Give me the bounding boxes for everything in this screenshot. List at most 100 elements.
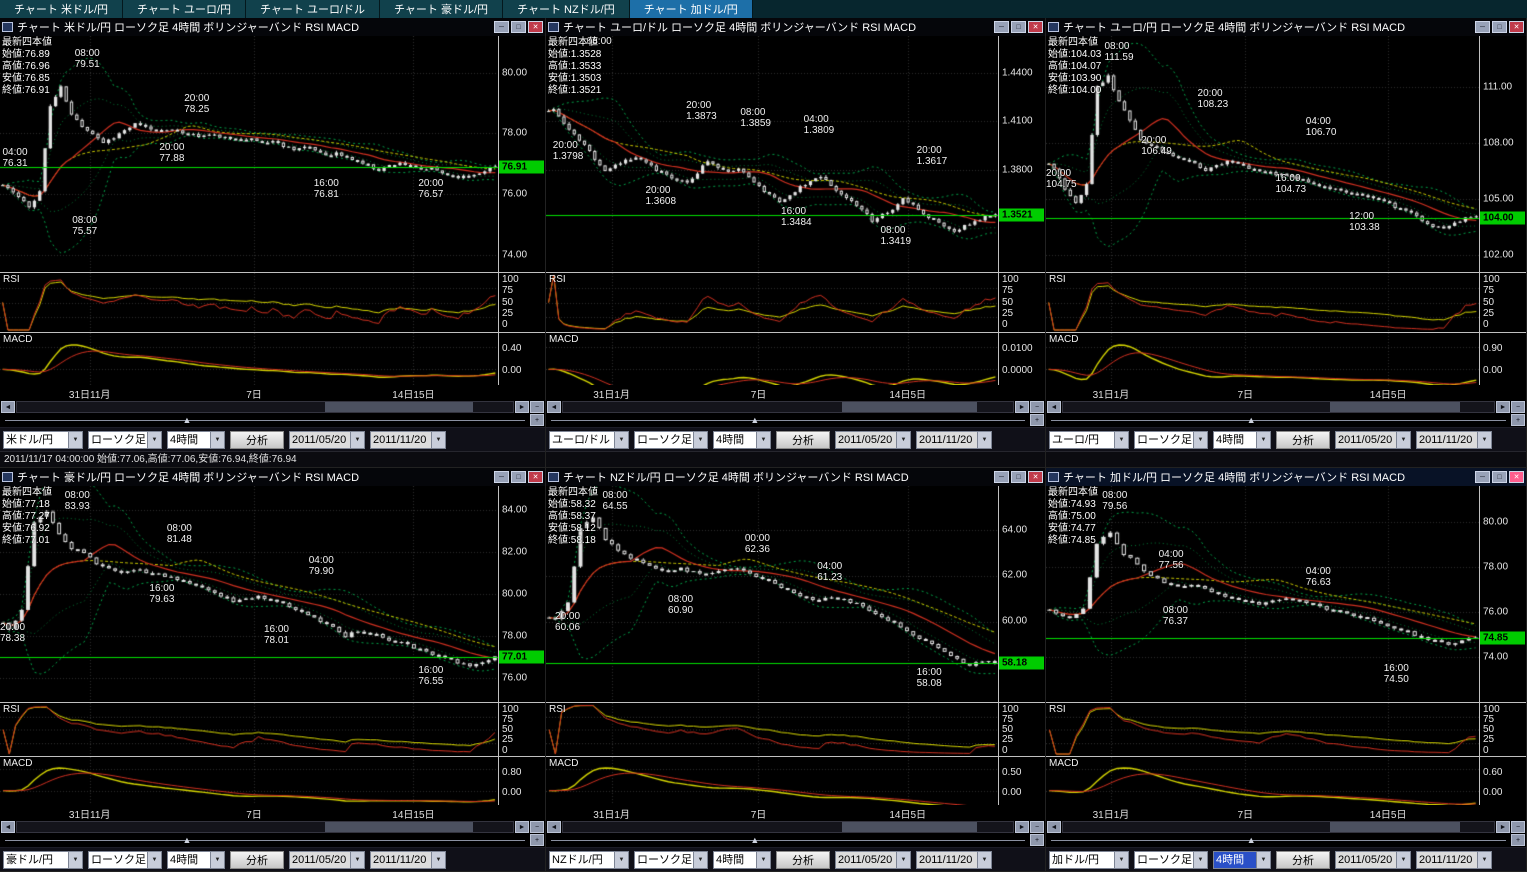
scrollbar-thumb[interactable]	[1330, 822, 1460, 832]
chart-type-select[interactable]: ローソク足 ▼	[88, 850, 162, 869]
zoom-in-button[interactable]: +	[1030, 834, 1044, 846]
rsi-chart[interactable]: RSI	[0, 272, 498, 333]
maximize-button[interactable]: □	[1492, 21, 1507, 33]
zoom-in-button[interactable]: +	[530, 414, 544, 426]
scrollbar-thumb[interactable]	[842, 402, 977, 412]
zoom-slider-thumb[interactable]: ▲	[1246, 415, 1256, 425]
minimize-button[interactable]: ─	[1475, 21, 1490, 33]
currency-pair-select[interactable]: ユーロ/ドル ▼	[549, 430, 629, 449]
currency-pair-select[interactable]: 豪ドル/円 ▼	[3, 850, 83, 869]
scroll-left-button[interactable]: ◄	[1, 401, 15, 413]
macd-chart[interactable]: MACD	[546, 332, 998, 385]
close-button[interactable]: ✕	[528, 471, 543, 483]
dropdown-arrow-icon[interactable]: ▼	[896, 431, 910, 448]
window-titlebar[interactable]: チャート ユーロ/ドル ローソク足 4時間 ボリンジャーバンド RSI MACD…	[546, 18, 1045, 36]
candlestick-chart[interactable]: 最新四本値 始値:1.3528 高値:1.3533 安値:1.3503 終値:1…	[546, 36, 998, 273]
minimize-button[interactable]: ─	[994, 21, 1009, 33]
dropdown-arrow-icon[interactable]: ▼	[977, 851, 991, 868]
macd-chart[interactable]: MACD	[0, 757, 498, 805]
rsi-canvas[interactable]	[0, 702, 498, 757]
macd-canvas[interactable]	[0, 757, 498, 805]
currency-pair-select[interactable]: NZドル/円 ▼	[549, 850, 629, 869]
candlestick-canvas[interactable]	[546, 36, 998, 272]
dropdown-arrow-icon[interactable]: ▼	[896, 851, 910, 868]
zoom-in-button[interactable]: +	[1030, 414, 1044, 426]
candlestick-canvas[interactable]	[0, 36, 498, 272]
chart-tab-5[interactable]: チャート 加ドル/円	[629, 0, 753, 18]
macd-canvas[interactable]	[1046, 757, 1479, 805]
window-titlebar[interactable]: チャート ユーロ/円 ローソク足 4時間 ボリンジャーバンド RSI MACD …	[1046, 18, 1526, 36]
dropdown-arrow-icon[interactable]: ▼	[693, 851, 707, 868]
scroll-right-button[interactable]: ►	[1496, 401, 1510, 413]
candlestick-canvas[interactable]	[546, 486, 998, 702]
rsi-canvas[interactable]	[0, 272, 498, 332]
scroll-right-button[interactable]: ►	[1015, 401, 1029, 413]
currency-pair-select[interactable]: ユーロ/円 ▼	[1049, 430, 1129, 449]
close-button[interactable]: ✕	[1509, 21, 1524, 33]
maximize-button[interactable]: □	[1011, 471, 1026, 483]
zoom-in-button[interactable]: +	[1511, 834, 1525, 846]
zoom-out-button[interactable]: −	[1030, 401, 1044, 413]
date-from-select[interactable]: 2011/05/20 ▼	[1335, 430, 1411, 449]
timeframe-select[interactable]: 4時間 ▼	[167, 850, 225, 869]
candlestick-chart[interactable]: 最新四本値 始値:58.32 高値:58.37 安値:58.12 終値:58.1…	[546, 486, 998, 703]
scrollbar-track[interactable]	[562, 821, 1014, 833]
candlestick-chart[interactable]: 最新四本値 始値:76.89 高値:76.96 安値:76.85 終値:76.9…	[0, 36, 498, 273]
dropdown-arrow-icon[interactable]: ▼	[1193, 851, 1207, 868]
window-titlebar[interactable]: チャート NZドル/円 ローソク足 4時間 ボリンジャーバンド RSI MACD…	[546, 468, 1045, 486]
close-button[interactable]: ✕	[528, 21, 543, 33]
dropdown-arrow-icon[interactable]: ▼	[350, 431, 364, 448]
scroll-left-button[interactable]: ◄	[547, 401, 561, 413]
analyze-button[interactable]: 分析	[1276, 850, 1330, 869]
zoom-in-button[interactable]: +	[530, 834, 544, 846]
dropdown-arrow-icon[interactable]: ▼	[431, 851, 445, 868]
dropdown-arrow-icon[interactable]: ▼	[147, 851, 161, 868]
macd-chart[interactable]: MACD	[1046, 332, 1479, 385]
dropdown-arrow-icon[interactable]: ▼	[1114, 851, 1128, 868]
scrollbar-track[interactable]	[16, 401, 514, 413]
zoom-out-button[interactable]: −	[1511, 821, 1525, 833]
analyze-button[interactable]: 分析	[776, 430, 830, 449]
zoom-slider-track[interactable]: ▲	[1051, 414, 1506, 426]
scroll-left-button[interactable]: ◄	[1047, 401, 1061, 413]
analyze-button[interactable]: 分析	[230, 430, 284, 449]
close-button[interactable]: ✕	[1028, 21, 1043, 33]
candlestick-chart[interactable]: 最新四本値 始値:74.93 高値:75.00 安値:74.77 終値:74.8…	[1046, 486, 1479, 703]
rsi-chart[interactable]: RSI	[0, 702, 498, 758]
candlestick-canvas[interactable]	[0, 486, 498, 702]
scrollbar-track[interactable]	[16, 821, 514, 833]
maximize-button[interactable]: □	[1011, 21, 1026, 33]
chart-tab-4[interactable]: チャート NZドル/円	[503, 0, 630, 18]
dropdown-arrow-icon[interactable]: ▼	[756, 851, 770, 868]
close-button[interactable]: ✕	[1028, 471, 1043, 483]
rsi-canvas[interactable]	[1046, 702, 1479, 757]
minimize-button[interactable]: ─	[994, 471, 1009, 483]
scroll-right-button[interactable]: ►	[1015, 821, 1029, 833]
scroll-left-button[interactable]: ◄	[547, 821, 561, 833]
candlestick-canvas[interactable]	[1046, 36, 1479, 272]
maximize-button[interactable]: □	[1492, 471, 1507, 483]
zoom-out-button[interactable]: −	[530, 401, 544, 413]
chart-type-select[interactable]: ローソク足 ▼	[634, 430, 708, 449]
timeframe-select[interactable]: 4時間 ▼	[713, 430, 771, 449]
macd-chart[interactable]: MACD	[0, 332, 498, 385]
zoom-slider-track[interactable]: ▲	[1051, 834, 1506, 846]
rsi-canvas[interactable]	[546, 272, 998, 332]
zoom-out-button[interactable]: −	[530, 821, 544, 833]
zoom-out-button[interactable]: −	[1030, 821, 1044, 833]
chart-type-select[interactable]: ローソク足 ▼	[1134, 430, 1208, 449]
dropdown-arrow-icon[interactable]: ▼	[68, 851, 82, 868]
dropdown-arrow-icon[interactable]: ▼	[614, 851, 628, 868]
minimize-button[interactable]: ─	[494, 471, 509, 483]
candlestick-chart[interactable]: 最新四本値 始値:104.03 高値:104.07 安値:103.90 終値:1…	[1046, 36, 1479, 273]
dropdown-arrow-icon[interactable]: ▼	[350, 851, 364, 868]
dropdown-arrow-icon[interactable]: ▼	[1114, 431, 1128, 448]
macd-canvas[interactable]	[1046, 332, 1479, 385]
dropdown-arrow-icon[interactable]: ▼	[210, 851, 224, 868]
maximize-button[interactable]: □	[511, 21, 526, 33]
minimize-button[interactable]: ─	[1475, 471, 1490, 483]
scroll-right-button[interactable]: ►	[515, 401, 529, 413]
dropdown-arrow-icon[interactable]: ▼	[1256, 431, 1270, 448]
dropdown-arrow-icon[interactable]: ▼	[1396, 431, 1410, 448]
window-titlebar[interactable]: チャート 米ドル/円 ローソク足 4時間 ボリンジャーバンド RSI MACD …	[0, 18, 545, 36]
